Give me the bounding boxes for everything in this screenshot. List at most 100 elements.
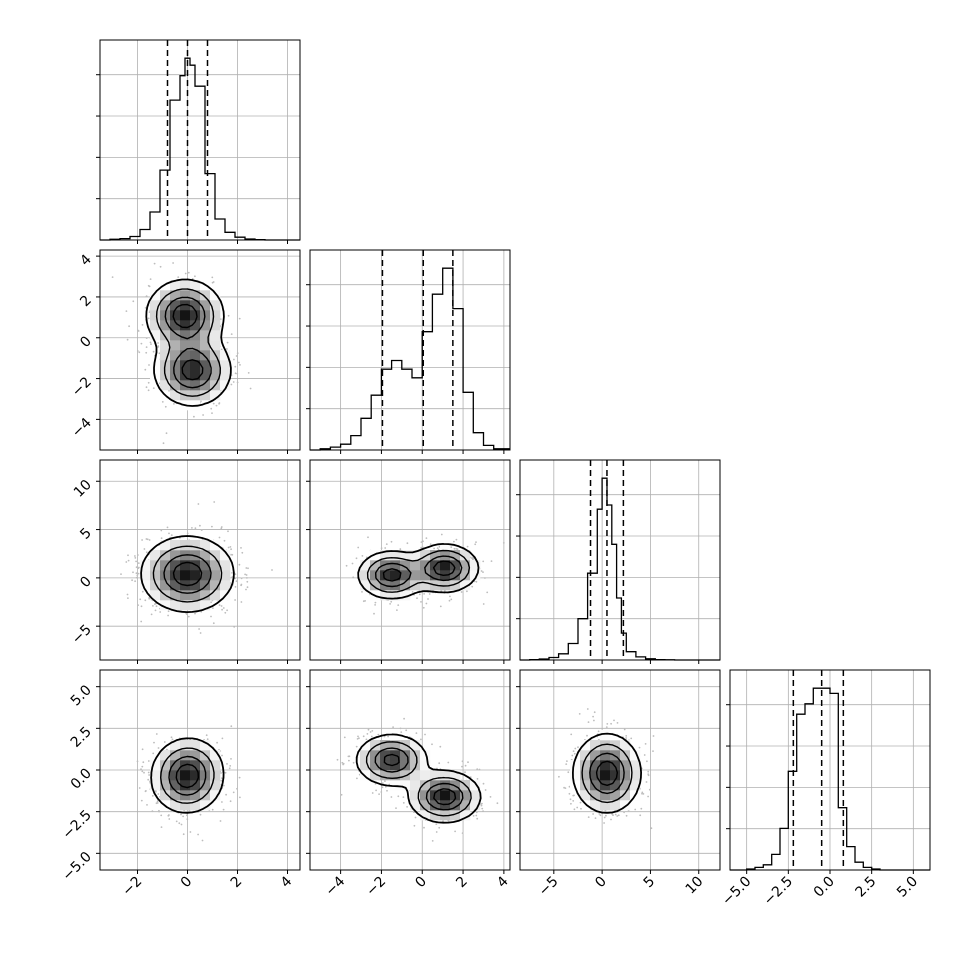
scatter-point bbox=[213, 281, 215, 283]
scatter-point bbox=[160, 530, 162, 532]
scatter-point bbox=[337, 759, 339, 761]
scatter-point bbox=[403, 802, 405, 804]
scatter-point bbox=[149, 286, 151, 288]
scatter-point bbox=[137, 554, 139, 556]
density-panel-1-2 bbox=[306, 460, 510, 664]
scatter-point bbox=[131, 579, 133, 581]
scatter-point bbox=[194, 275, 196, 277]
scatter-point bbox=[363, 735, 365, 737]
scatter-point bbox=[484, 577, 486, 579]
scatter-point bbox=[239, 364, 241, 366]
scatter-point bbox=[396, 609, 398, 611]
density-cell bbox=[200, 290, 210, 300]
density-cell bbox=[410, 560, 420, 570]
scatter-point bbox=[164, 741, 166, 743]
scatter-point bbox=[153, 351, 155, 353]
scatter-point bbox=[152, 795, 154, 797]
scatter-point bbox=[144, 599, 146, 601]
scatter-point bbox=[491, 560, 493, 562]
scatter-point bbox=[158, 810, 160, 812]
scatter-point bbox=[358, 737, 360, 739]
scatter-point bbox=[412, 591, 414, 593]
scatter-point bbox=[477, 778, 479, 780]
scatter-point bbox=[483, 603, 485, 605]
scatter-point bbox=[142, 761, 144, 763]
scatter-point bbox=[430, 543, 432, 545]
scatter-point bbox=[198, 503, 200, 505]
scatter-point bbox=[127, 597, 129, 599]
scatter-point bbox=[231, 333, 233, 335]
scatter-point bbox=[356, 746, 358, 748]
density-cell bbox=[220, 370, 230, 380]
density-cell bbox=[160, 380, 170, 390]
density-cell bbox=[190, 780, 200, 790]
scatter-point bbox=[207, 738, 209, 740]
scatter-point bbox=[160, 266, 162, 268]
scatter-point bbox=[148, 318, 150, 320]
scatter-point bbox=[211, 412, 213, 414]
scatter-point bbox=[481, 570, 483, 572]
scatter-point bbox=[231, 572, 233, 574]
scatter-point bbox=[147, 779, 149, 781]
scatter-point bbox=[134, 557, 136, 559]
scatter-point bbox=[421, 541, 423, 543]
scatter-point bbox=[233, 381, 235, 383]
histogram-step-2 bbox=[520, 478, 720, 660]
scatter-point bbox=[457, 548, 459, 550]
scatter-point bbox=[234, 599, 236, 601]
scatter-point bbox=[154, 263, 156, 265]
scatter-point bbox=[395, 807, 397, 809]
scatter-point bbox=[482, 571, 484, 573]
scatter-point bbox=[148, 389, 150, 391]
scatter-point bbox=[389, 603, 391, 605]
scatter-point bbox=[152, 605, 154, 607]
scatter-point bbox=[239, 797, 241, 799]
panel-frame bbox=[520, 460, 720, 660]
scatter-point bbox=[190, 831, 192, 833]
scatter-point bbox=[392, 726, 394, 728]
histogram-step-0 bbox=[100, 58, 300, 240]
scatter-point bbox=[240, 584, 242, 586]
scatter-point bbox=[236, 788, 238, 790]
scatter-point bbox=[490, 796, 492, 798]
scatter-point bbox=[465, 765, 467, 767]
scatter-point bbox=[132, 300, 134, 302]
scatter-point bbox=[375, 790, 377, 792]
scatter-point bbox=[246, 574, 248, 576]
scatter-point bbox=[461, 766, 463, 768]
scatter-point bbox=[483, 783, 485, 785]
scatter-point bbox=[237, 382, 239, 384]
scatter-point bbox=[475, 541, 477, 543]
scatter-point bbox=[235, 586, 237, 588]
density-cell bbox=[210, 330, 220, 340]
scatter-point bbox=[387, 736, 389, 738]
scatter-point bbox=[368, 729, 370, 731]
scatter-point bbox=[146, 337, 148, 339]
scatter-point bbox=[120, 573, 122, 575]
scatter-point bbox=[202, 414, 204, 416]
histogram-grid-1 bbox=[310, 250, 510, 450]
density-panel-1-3 bbox=[306, 670, 510, 874]
density-cell bbox=[150, 310, 160, 320]
scatter-point bbox=[216, 405, 218, 407]
scatter-point bbox=[426, 537, 428, 539]
scatter-point bbox=[231, 384, 233, 386]
scatter-point bbox=[136, 575, 138, 577]
scatter-point bbox=[212, 809, 214, 811]
scatter-point bbox=[427, 598, 429, 600]
density-cell bbox=[210, 770, 220, 780]
scatter-point bbox=[142, 591, 144, 593]
scatter-point bbox=[356, 557, 358, 559]
scatter-point bbox=[221, 605, 223, 607]
scatter-point bbox=[223, 809, 225, 811]
scatter-point bbox=[148, 760, 150, 762]
scatter-point bbox=[167, 527, 169, 529]
density-cell bbox=[180, 750, 190, 760]
scatter-point bbox=[234, 366, 236, 368]
density-cell bbox=[190, 540, 200, 550]
scatter-point bbox=[127, 554, 129, 556]
scatter-point bbox=[426, 603, 428, 605]
scatter-point bbox=[424, 734, 426, 736]
scatter-point bbox=[247, 567, 249, 569]
density-cell bbox=[200, 350, 210, 360]
